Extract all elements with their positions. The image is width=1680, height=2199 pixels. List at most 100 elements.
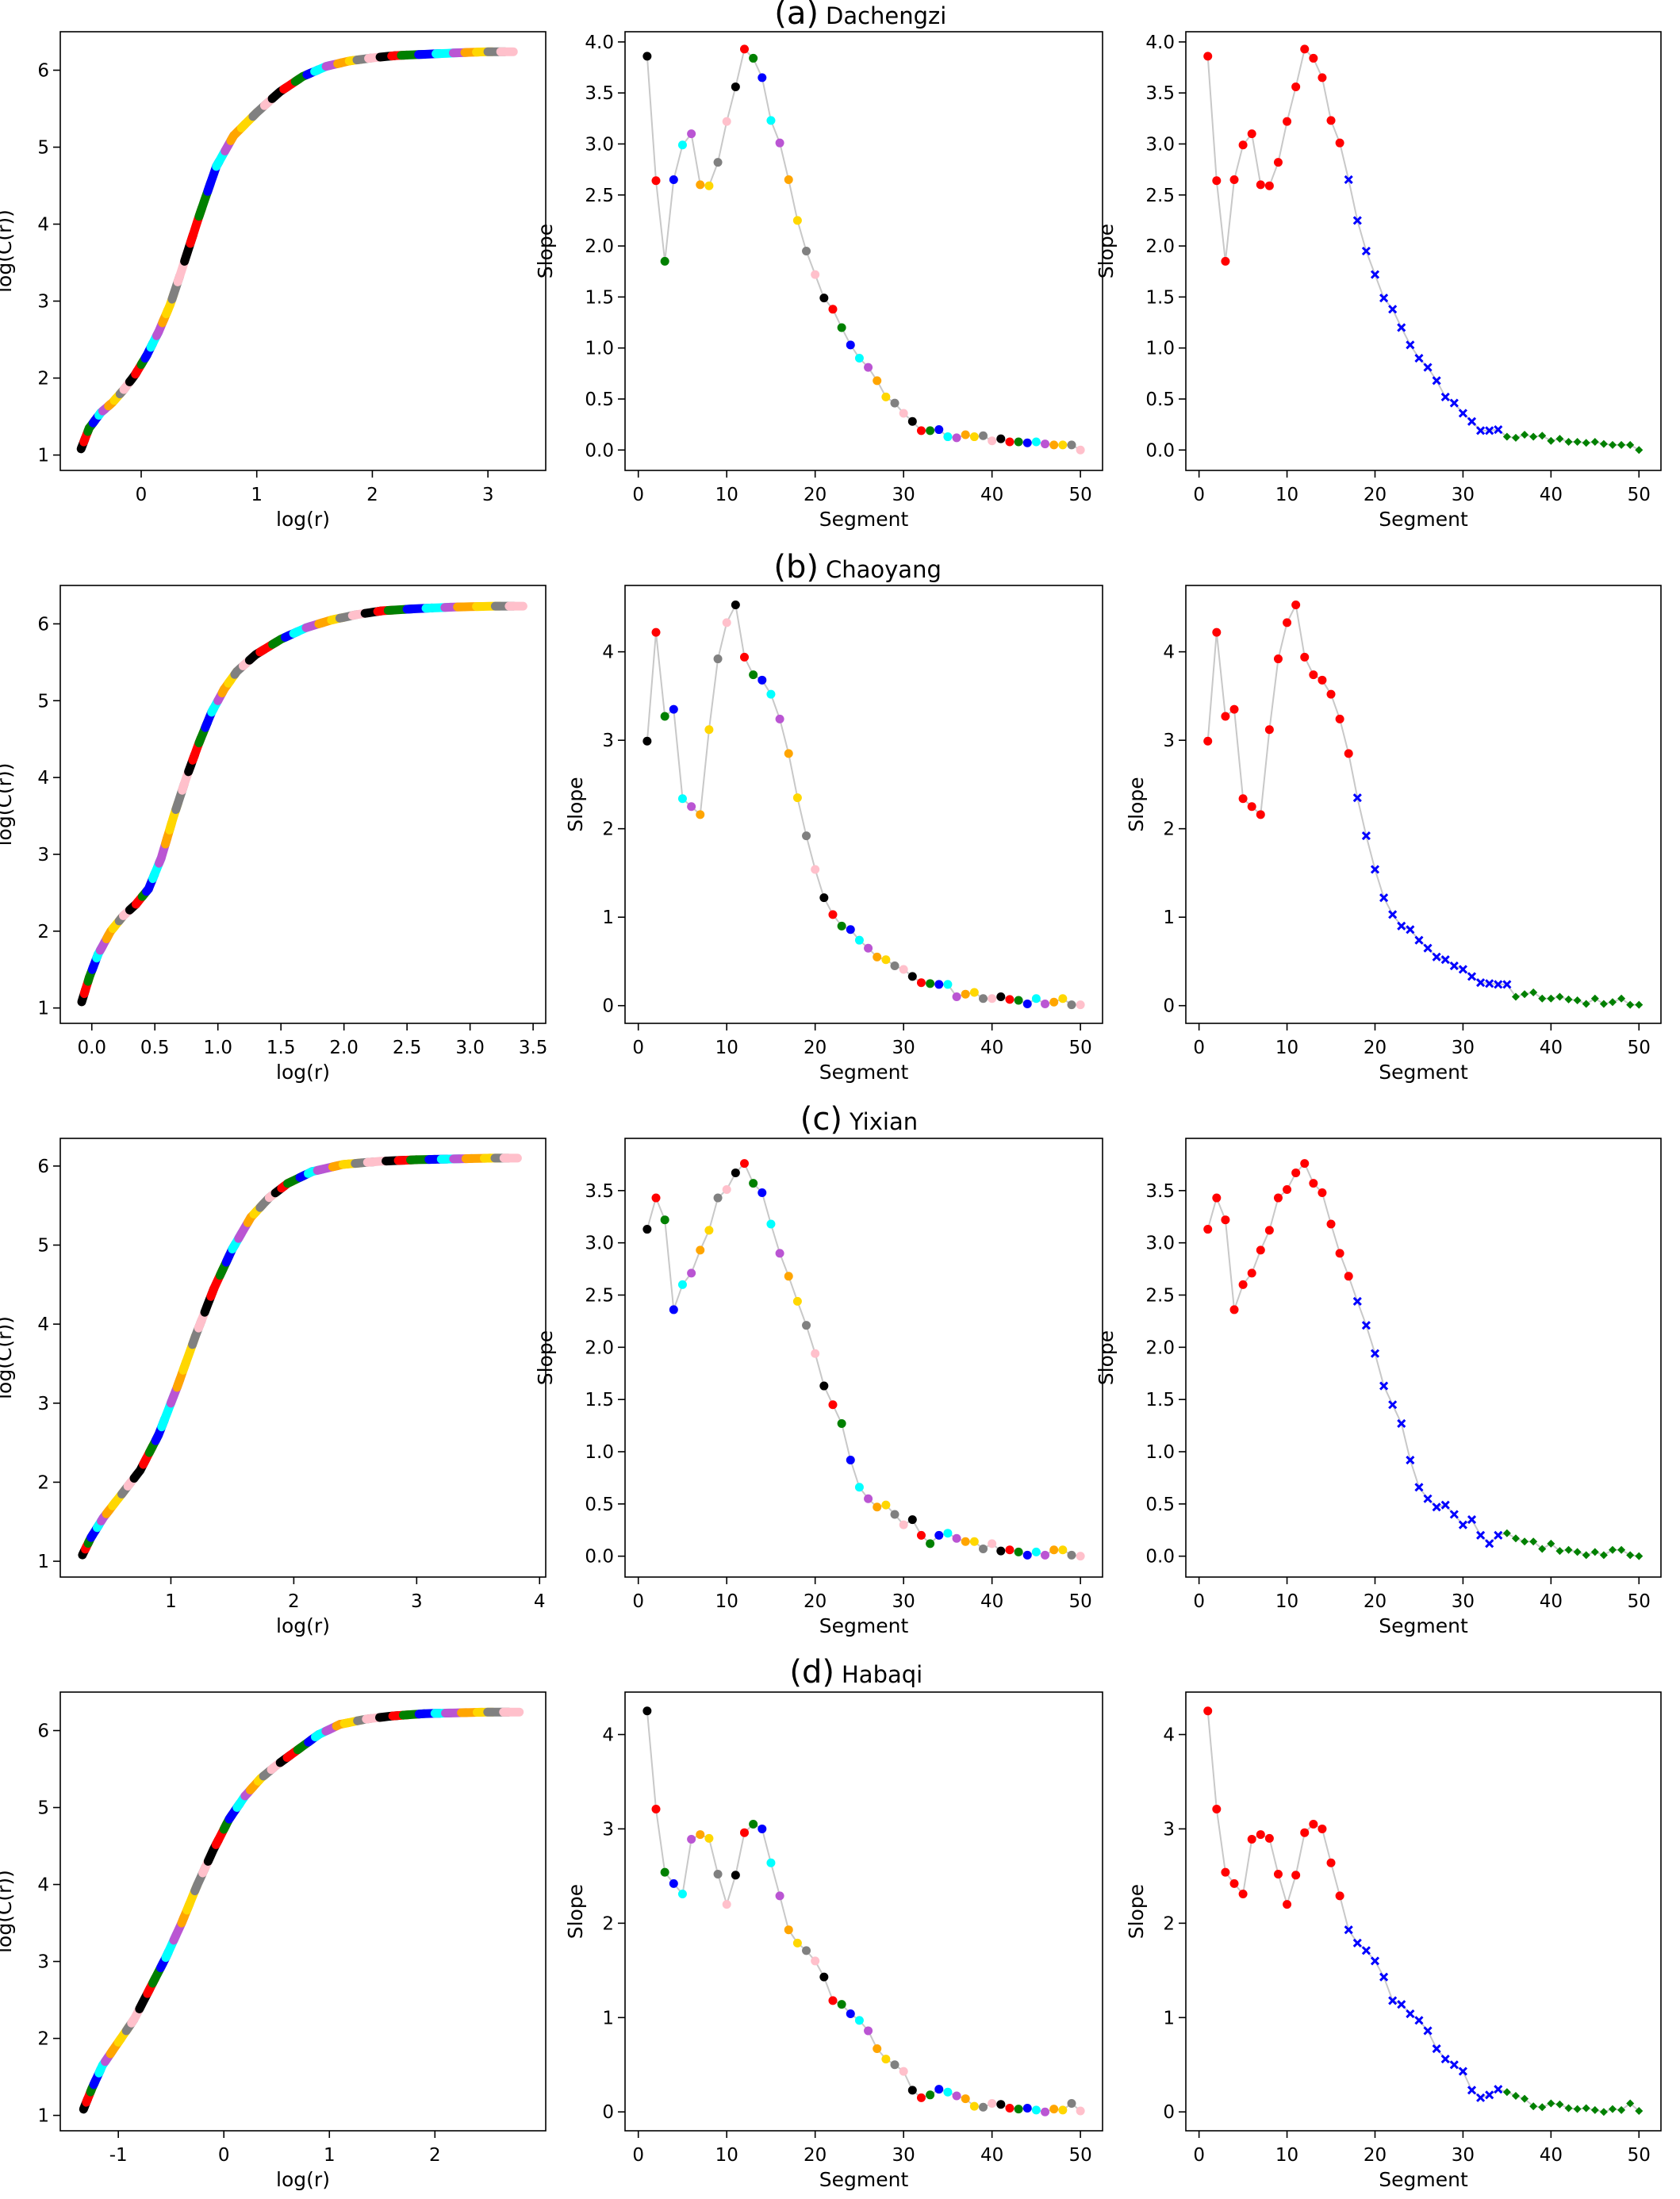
- y-tick-label: 2.5: [585, 1286, 614, 1307]
- y-tick-label: 2: [37, 922, 49, 942]
- slope-point: [687, 1835, 696, 1844]
- y-tick-label: 2.0: [585, 236, 614, 257]
- x-tick-label: 0: [218, 2145, 230, 2166]
- slope-point-class-2: [1388, 1996, 1398, 2005]
- slope-point-class-3: [1511, 992, 1520, 1001]
- y-tick-label: 1: [602, 908, 614, 928]
- slope-point: [1058, 2105, 1068, 2115]
- slope-point-class-1: [1256, 810, 1265, 819]
- y-tick-label: 1: [1163, 908, 1175, 928]
- slope-point-class-2: [1352, 1938, 1362, 1948]
- y-axis-label: Slope: [564, 777, 587, 831]
- slope-point: [766, 1858, 776, 1867]
- slope-point-class-2: [1397, 921, 1406, 931]
- slope-point-class-2: [1476, 2093, 1486, 2102]
- slope-point: [926, 979, 935, 988]
- slope-point: [713, 1870, 723, 1879]
- y-tick-label: 2.5: [585, 186, 614, 206]
- slope-point-class-3: [1564, 995, 1573, 1004]
- y-tick-label: 0.0: [1145, 1547, 1175, 1568]
- x-tick-label: 20: [804, 485, 827, 505]
- y-tick-label: 2.0: [1145, 236, 1175, 257]
- x-tick-label: 30: [892, 485, 915, 505]
- slope-point: [934, 2085, 944, 2094]
- slope-point-class-3: [1582, 2104, 1590, 2113]
- slope-point: [651, 627, 661, 637]
- x-tick-label: 1.0: [203, 1038, 232, 1058]
- slope-point-class-1: [1264, 1226, 1274, 1235]
- slope-point-class-1: [1247, 1835, 1256, 1844]
- slope-point-class-3: [1626, 440, 1635, 449]
- slope-point-class-1: [1221, 256, 1230, 266]
- slope-point: [731, 601, 740, 610]
- slope-point-class-2: [1423, 943, 1433, 953]
- slope-point-class-2: [1406, 2009, 1415, 2019]
- slope-point: [873, 1502, 882, 1512]
- slope-point-class-3: [1564, 1545, 1573, 1554]
- slope-point: [890, 398, 899, 408]
- slope-point: [740, 1159, 749, 1169]
- slope-point-class-2: [1458, 2067, 1467, 2076]
- axes-frame: [624, 1691, 1103, 2132]
- x-tick-label: 2: [429, 2145, 441, 2166]
- slope-point: [642, 52, 652, 61]
- slope-point-class-2: [1379, 1381, 1389, 1391]
- slope-point: [854, 935, 864, 945]
- chart-panel-1-0: 0.0 0.5 1.0 1.5 2.0 2.5 3.0 3.5 1 2 3 4 5 6 log(r) log(…: [0, 585, 547, 1084]
- slope-point-class-1: [1300, 1828, 1310, 1837]
- slope-point: [907, 972, 917, 981]
- x-tick-label: 50: [1068, 1038, 1091, 1058]
- slope-point-class-1: [1238, 794, 1248, 804]
- slope-point: [1041, 439, 1050, 449]
- slope-point-class-2: [1352, 216, 1362, 225]
- axes-frame: [624, 585, 1103, 1024]
- slope-point: [687, 1268, 696, 1278]
- y-tick-label: 1: [37, 2106, 49, 2127]
- x-tick-label: 3: [411, 1591, 423, 1612]
- slope-point: [1014, 996, 1023, 1005]
- slope-point: [828, 305, 838, 314]
- x-axis-label: Segment: [1379, 508, 1468, 531]
- y-axis-label: log(C(r)): [0, 763, 16, 846]
- x-tick-label: 2.0: [329, 1038, 359, 1058]
- slope-point-class-1: [1212, 1193, 1222, 1203]
- y-tick-label: 1.0: [1145, 339, 1175, 359]
- slope-point-class-2: [1414, 353, 1424, 363]
- slope-point-class-2: [1432, 376, 1441, 386]
- x-tick-label: 20: [1364, 485, 1387, 505]
- slope-point: [651, 1193, 661, 1203]
- slope-point-class-3: [1635, 2107, 1644, 2116]
- x-tick-label: 0.0: [77, 1038, 106, 1058]
- slope-point-class-1: [1256, 1245, 1265, 1255]
- slope-point-class-2: [1388, 910, 1398, 919]
- slope-connector-line: [646, 1161, 1081, 1557]
- slope-point: [969, 432, 979, 442]
- slope-point: [890, 2060, 899, 2070]
- slope-point-class-2: [1485, 1539, 1494, 1549]
- slope-point-class-3: [1626, 2099, 1635, 2108]
- y-tick-label: 1: [37, 446, 49, 466]
- slope-point-class-3: [1547, 994, 1555, 1003]
- slope-point: [758, 1824, 767, 1833]
- slope-point: [677, 1889, 687, 1898]
- slope-point-class-1: [1247, 802, 1256, 812]
- y-tick-label: 3.0: [585, 1234, 614, 1254]
- slope-point: [802, 1321, 811, 1330]
- slope-point: [696, 1830, 705, 1840]
- slope-point-class-2: [1406, 1455, 1415, 1465]
- slope-point-class-2: [1485, 979, 1494, 988]
- slope-point: [961, 989, 970, 999]
- slope-point-class-1: [1264, 1833, 1274, 1843]
- slope-point: [1058, 440, 1068, 450]
- x-tick-label: 0: [1193, 1591, 1205, 1612]
- slope-point: [642, 1225, 652, 1234]
- x-tick-label: 0: [1193, 2145, 1205, 2166]
- slope-point: [979, 431, 988, 440]
- y-tick-label: 0.0: [585, 1547, 614, 1568]
- slope-point-class-1: [1264, 725, 1274, 735]
- slope-point: [792, 216, 802, 225]
- slope-point: [1067, 440, 1076, 450]
- row-title-name: Habaqi: [842, 1661, 922, 1688]
- slope-point: [669, 175, 678, 184]
